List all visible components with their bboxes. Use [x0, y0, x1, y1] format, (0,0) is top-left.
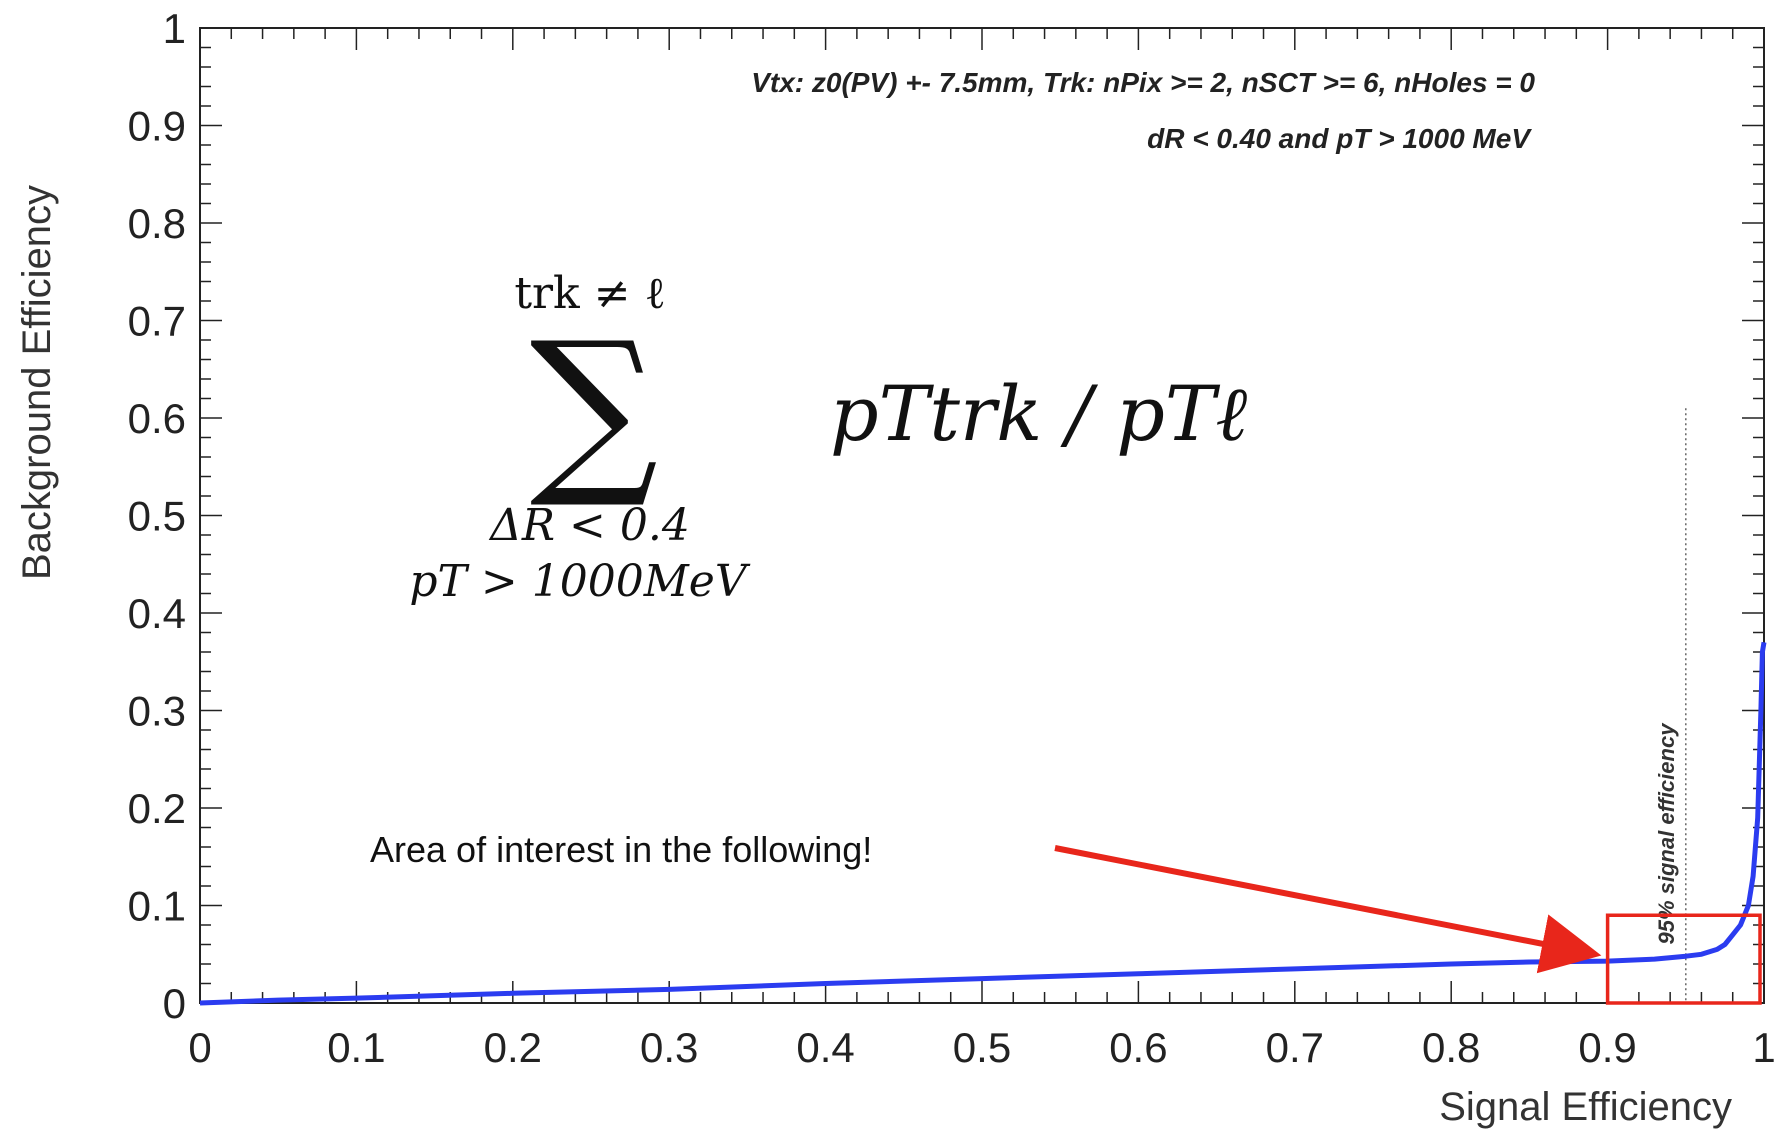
- axis-ticks: [199, 27, 1765, 1004]
- x-axis-title: Signal Efficiency: [1439, 1085, 1732, 1129]
- signal-95-label: 95% signal efficiency: [1654, 722, 1679, 945]
- y-tick-label: 1: [163, 5, 186, 52]
- y-tick-label: 0.5: [128, 493, 186, 540]
- x-tick-label: 0.4: [796, 1024, 854, 1071]
- x-tick-label: 0.1: [327, 1024, 385, 1071]
- callout-text: Area of interest in the following!: [370, 829, 872, 870]
- y-tick-label: 0.7: [128, 298, 186, 345]
- y-tick-labels: 0 0.1 0.2 0.3 0.4 0.5 0.6 0.7 0.8 0.9 1: [128, 5, 186, 1027]
- y-axis-title: Background Efficiency: [15, 185, 59, 580]
- formula-bottom-2: pT > 1000MeV: [409, 556, 750, 607]
- x-tick-labels: 0 0.1 0.2 0.3 0.4 0.5 0.6 0.7 0.8 0.9 1: [188, 1024, 1775, 1071]
- x-tick-label: 0.3: [640, 1024, 698, 1071]
- y-tick-label: 0: [163, 980, 186, 1027]
- formula-sum: ∑: [530, 304, 659, 513]
- x-tick-label: 0.6: [1109, 1024, 1167, 1071]
- x-tick-label: 0.9: [1578, 1024, 1636, 1071]
- y-tick-label: 0.4: [128, 590, 186, 637]
- formula-bottom-1: ΔR < 0.4: [488, 500, 690, 551]
- y-tick-label: 0.2: [128, 785, 186, 832]
- y-tick-label: 0.9: [128, 103, 186, 150]
- cuts-line-1: Vtx: z0(PV) +- 7.5mm, Trk: nPix >= 2, nS…: [751, 67, 1535, 98]
- x-tick-label: 0.8: [1422, 1024, 1480, 1071]
- cuts-line-2: dR < 0.40 and pT > 1000 MeV: [1147, 123, 1532, 154]
- x-tick-label: 0.7: [1266, 1024, 1324, 1071]
- y-tick-label: 0.6: [128, 395, 186, 442]
- isolation-formula: trk ≠ ℓ ∑ ΔR < 0.4 pT > 1000MeV pTtrk / …: [409, 268, 1247, 607]
- x-tick-label: 0.2: [484, 1024, 542, 1071]
- formula-term: pTtrk / pTℓ: [830, 369, 1248, 458]
- x-tick-label: 1: [1752, 1024, 1775, 1071]
- area-of-interest-box: [1605, 913, 1762, 1005]
- y-tick-label: 0.1: [128, 883, 186, 930]
- callout-arrow: [1054, 845, 1602, 974]
- formula-top: trk ≠ ℓ: [514, 268, 665, 319]
- x-tick-label: 0.5: [953, 1024, 1011, 1071]
- y-tick-label: 0.3: [128, 688, 186, 735]
- x-tick-label: 0: [188, 1024, 211, 1071]
- y-tick-label: 0.8: [128, 200, 186, 247]
- roc-curve: [199, 641, 1767, 1006]
